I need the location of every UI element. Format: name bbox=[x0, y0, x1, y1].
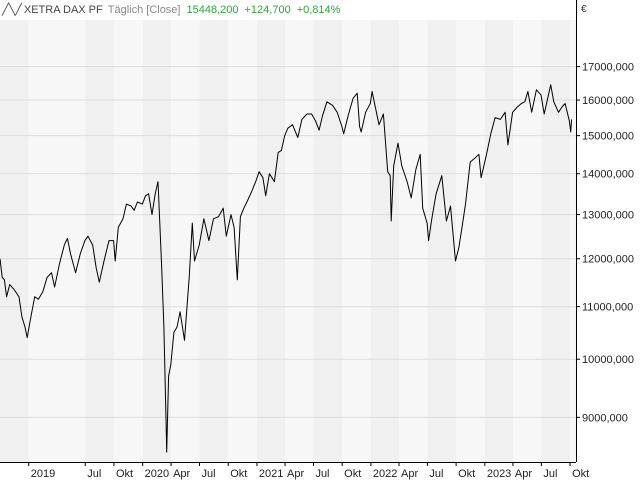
quarter-band bbox=[512, 20, 542, 462]
currency-label: € bbox=[581, 4, 587, 15]
chart-title: XETRA DAX PF bbox=[23, 4, 103, 16]
y-tick-label: 11000,000 bbox=[582, 302, 633, 314]
quarter-band bbox=[398, 20, 428, 462]
x-tick-label: 2022 bbox=[373, 468, 397, 480]
quarter-band bbox=[0, 20, 29, 462]
x-tick-label: Jul bbox=[87, 468, 101, 480]
quarter-band bbox=[484, 20, 513, 462]
quarter-band bbox=[342, 20, 371, 462]
quarter-band bbox=[142, 20, 172, 462]
y-tick-label: 16000,000 bbox=[582, 95, 634, 107]
quarter-band bbox=[570, 20, 576, 462]
x-tick-label: 2023 bbox=[487, 468, 511, 480]
quarter-band bbox=[427, 20, 457, 462]
x-tick-label: Apr bbox=[287, 468, 304, 480]
quarter-band bbox=[113, 20, 143, 462]
y-tick-label: 12000,000 bbox=[582, 254, 634, 266]
price-change: +124,700 bbox=[244, 4, 291, 16]
quarter-band bbox=[171, 20, 200, 462]
quarter-band bbox=[228, 20, 257, 462]
y-tick-label: 13000,000 bbox=[582, 210, 634, 222]
quarter-band bbox=[199, 20, 229, 462]
quarter-band bbox=[456, 20, 485, 462]
x-tick-label: Jul bbox=[543, 468, 557, 480]
price-change-pct: +0,814% bbox=[296, 4, 341, 16]
x-tick-label: Apr bbox=[173, 468, 190, 480]
x-tick-label: Apr bbox=[515, 468, 532, 480]
x-tick-label: Okt bbox=[458, 468, 475, 480]
chart-header: ╱╲╱ XETRA DAX PF Täglich [Close] 15448,200 +… bbox=[0, 0, 580, 20]
last-price: 15448,200 bbox=[186, 4, 239, 16]
quarter-band bbox=[285, 20, 314, 462]
x-tick-label: 2021 bbox=[259, 468, 283, 480]
quarter-band bbox=[313, 20, 343, 462]
quarter-band bbox=[85, 20, 114, 462]
x-tick-label: Okt bbox=[230, 468, 247, 480]
chart-mode: Täglich [Close] bbox=[107, 4, 181, 16]
x-tick-label: Jul bbox=[315, 468, 329, 480]
y-tick-label: 10000,000 bbox=[582, 354, 634, 366]
y-tick-label: 17000,000 bbox=[582, 62, 634, 74]
y-tick-label: 15000,000 bbox=[582, 131, 634, 143]
x-tick-label: 2019 bbox=[31, 468, 55, 480]
x-tick-label: 2020 bbox=[145, 468, 169, 480]
line-chart-icon: ╱╲╱ bbox=[2, 4, 22, 16]
x-tick-label: Okt bbox=[116, 468, 133, 480]
x-tick-label: Okt bbox=[572, 468, 589, 480]
x-tick-label: Jul bbox=[429, 468, 443, 480]
x-tick-label: Apr bbox=[401, 468, 418, 480]
x-tick-label: Okt bbox=[344, 468, 361, 480]
y-tick-label: 14000,000 bbox=[582, 169, 634, 181]
quarter-band bbox=[256, 20, 286, 462]
price-line bbox=[0, 84, 573, 453]
quarter-band bbox=[28, 20, 86, 462]
quarter-band bbox=[370, 20, 399, 462]
y-tick-label: 9000,000 bbox=[582, 412, 628, 424]
quarter-band bbox=[541, 20, 571, 462]
x-tick-label: Jul bbox=[201, 468, 215, 480]
